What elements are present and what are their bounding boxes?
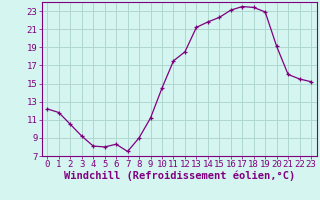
X-axis label: Windchill (Refroidissement éolien,°C): Windchill (Refroidissement éolien,°C) [64, 171, 295, 181]
